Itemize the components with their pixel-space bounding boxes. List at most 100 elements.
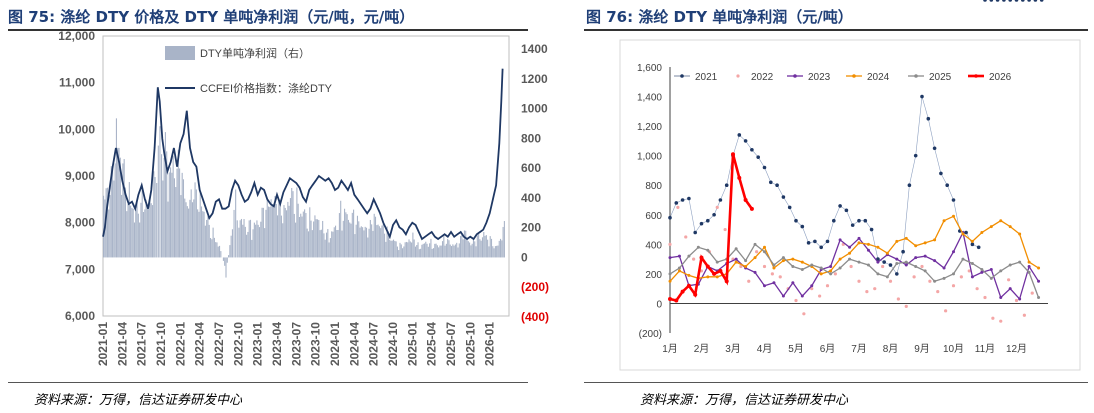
profit-bar [338, 213, 340, 258]
left-y-tick: 8,000 [65, 216, 95, 230]
series-point [1008, 0, 1012, 2]
series-line [669, 96, 979, 275]
series-line [669, 230, 1040, 301]
profit-bar [476, 235, 478, 258]
profit-bar [460, 236, 462, 258]
series-point [901, 249, 905, 254]
profit-bar [180, 195, 182, 258]
series-point [970, 242, 975, 247]
left-y-axis: 12,000 11,000 10,000 9,000 8,000 7,000 6,000 [58, 29, 95, 323]
series-point [718, 268, 723, 273]
series-point [800, 267, 804, 271]
series-point [819, 266, 823, 270]
right-y-tick: 800 [521, 131, 541, 145]
profit-bar [451, 246, 453, 258]
series-point [838, 257, 842, 261]
series-point [684, 235, 688, 239]
series-point [832, 218, 836, 223]
left-chart: 12,000 11,000 10,000 9,000 8,000 7,000 6,000 1… [58, 29, 549, 366]
series-point [772, 263, 776, 267]
profit-bar [453, 245, 455, 258]
x-tick: 7月 [851, 343, 867, 355]
profit-bar [488, 246, 490, 258]
profit-bar [429, 243, 431, 258]
x-tick: 2021-01 [96, 322, 110, 366]
left-chart-title: 图 75: 涤纶 DTY 价格及 DTY 单吨净利润（元/吨，元/吨） [8, 8, 415, 26]
series-point [952, 250, 955, 254]
x-tick: 2026-01 [483, 322, 497, 366]
profit-bar [474, 241, 476, 258]
series-point [980, 267, 984, 271]
right-y-axis: 1400 1200 1000 800 600 400 200 0 (200) (400) [521, 42, 549, 324]
profit-bar [417, 242, 419, 258]
profit-bar [202, 211, 204, 258]
series-point [936, 290, 940, 294]
series-point [1008, 263, 1012, 267]
profit-bar [154, 177, 156, 258]
series-point [989, 276, 993, 280]
profit-bar [369, 219, 371, 258]
series-point [1039, 0, 1044, 2]
profit-bar [243, 219, 245, 258]
x-tick: 2021-04 [115, 322, 129, 366]
series-point [775, 183, 779, 188]
left-y-tick: 10,000 [58, 122, 95, 136]
profit-bar [452, 244, 454, 258]
series-point [933, 259, 937, 263]
series-point [914, 244, 918, 248]
series-2026 [668, 152, 754, 303]
series-point [865, 290, 869, 294]
legend-marker [680, 74, 684, 78]
profit-bar [153, 171, 155, 258]
profit-bar [220, 251, 222, 258]
profit-bar [382, 224, 384, 258]
profit-bar [177, 149, 179, 258]
profit-bar [264, 228, 266, 258]
series-point [677, 269, 681, 273]
price-line-group [102, 68, 504, 241]
profit-bar [273, 204, 275, 258]
profit-bar [188, 208, 190, 258]
x-tick: 2023-04 [270, 322, 284, 366]
series-point [885, 251, 889, 255]
x-tick: 2022-07 [212, 322, 226, 366]
series-point [829, 265, 833, 268]
series-point [1027, 0, 1031, 2]
series-point [668, 242, 672, 246]
profit-bar [333, 227, 335, 258]
series-2025 [668, 242, 1041, 300]
profit-bar [311, 230, 313, 258]
y-tick: 1,000 [637, 152, 662, 163]
profit-bar [135, 209, 137, 258]
profit-bar [469, 242, 471, 258]
left-y-tick: 12,000 [58, 29, 95, 43]
series-point [668, 256, 672, 260]
series-point [933, 238, 937, 242]
profit-bar [204, 225, 206, 258]
profit-bar [398, 250, 400, 258]
series-point [677, 266, 681, 270]
profit-bar [215, 242, 217, 258]
profit-bar [319, 230, 321, 258]
profit-bar [304, 209, 306, 258]
series-point [818, 294, 822, 298]
profit-bar [467, 241, 469, 258]
profit-bar [360, 226, 362, 258]
right-source: 资料来源：万得，信达证券研发中心 [640, 393, 849, 408]
x-tick: 2024-10 [386, 322, 400, 366]
series-point [772, 281, 776, 285]
profit-bar [454, 244, 456, 258]
profit-bar [478, 233, 480, 258]
profit-bar [307, 231, 310, 258]
series-point [744, 259, 748, 263]
profit-bar [269, 207, 271, 258]
profit-bar [425, 241, 427, 258]
profit-bar [164, 132, 166, 258]
series-point [913, 153, 918, 158]
left-title-rule [8, 29, 528, 31]
series-2021 [668, 0, 1044, 276]
legend-label: 2022 [751, 72, 774, 83]
series-point [674, 298, 679, 303]
profit-bar [394, 240, 396, 258]
profit-bar [456, 242, 458, 258]
